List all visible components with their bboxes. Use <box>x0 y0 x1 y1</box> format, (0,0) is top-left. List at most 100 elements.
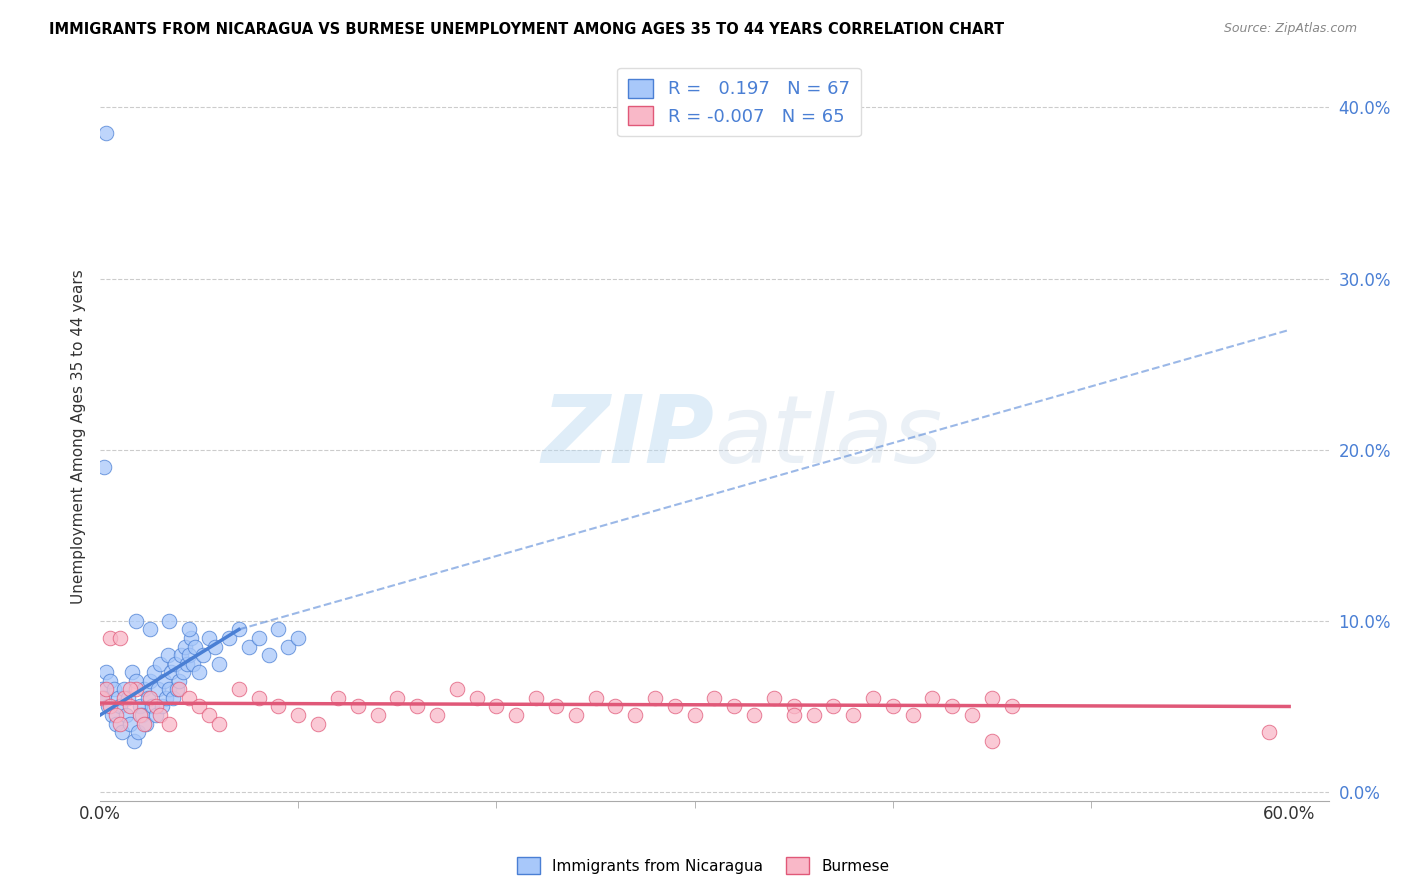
Point <box>115 708 138 723</box>
Point <box>267 623 290 637</box>
Text: ZIP: ZIP <box>541 391 714 483</box>
Point <box>132 716 155 731</box>
Point <box>228 682 250 697</box>
Point <box>101 708 124 723</box>
Point <box>257 648 280 662</box>
Point <box>103 682 125 697</box>
Point <box>172 665 194 680</box>
Point <box>138 690 160 705</box>
Point <box>387 690 409 705</box>
Point <box>156 648 179 662</box>
Point <box>184 640 207 654</box>
Point <box>188 699 211 714</box>
Point <box>138 623 160 637</box>
Point <box>148 657 170 671</box>
Point <box>117 690 139 705</box>
Point <box>980 733 1002 747</box>
Point <box>170 648 193 662</box>
Point <box>94 682 117 697</box>
Text: Source: ZipAtlas.com: Source: ZipAtlas.com <box>1223 22 1357 36</box>
Point <box>980 690 1002 705</box>
Point <box>524 690 547 705</box>
Text: atlas: atlas <box>714 392 942 483</box>
Point <box>179 690 201 705</box>
Point <box>426 708 449 723</box>
Point <box>98 631 121 645</box>
Point <box>125 673 148 688</box>
Point <box>108 699 131 714</box>
Point <box>128 708 150 723</box>
Point <box>188 665 211 680</box>
Point <box>132 682 155 697</box>
Point <box>150 699 173 714</box>
Point <box>465 690 488 705</box>
Point <box>703 690 725 705</box>
Point <box>287 708 309 723</box>
Point <box>823 699 845 714</box>
Point <box>152 673 174 688</box>
Point <box>94 126 117 140</box>
Point <box>174 640 197 654</box>
Point <box>762 690 785 705</box>
Point <box>346 699 368 714</box>
Point <box>111 725 134 739</box>
Point <box>98 673 121 688</box>
Point <box>108 631 131 645</box>
Point <box>160 665 183 680</box>
Point <box>141 699 163 714</box>
Point <box>901 708 924 723</box>
Point <box>1258 725 1281 739</box>
Point <box>112 682 135 697</box>
Point <box>1001 699 1024 714</box>
Point <box>247 690 270 705</box>
Point <box>125 614 148 628</box>
Point <box>169 673 191 688</box>
Point <box>118 716 141 731</box>
Point <box>131 708 153 723</box>
Point <box>181 657 204 671</box>
Point <box>146 682 169 697</box>
Point <box>122 733 145 747</box>
Legend: R =   0.197   N = 67, R = -0.007   N = 65: R = 0.197 N = 67, R = -0.007 N = 65 <box>617 68 860 136</box>
Point <box>683 708 706 723</box>
Point <box>238 640 260 654</box>
Point <box>960 708 983 723</box>
Point <box>882 699 904 714</box>
Point <box>193 648 215 662</box>
Point <box>228 623 250 637</box>
Point <box>218 631 240 645</box>
Point <box>155 690 177 705</box>
Point <box>842 708 865 723</box>
Point <box>544 699 567 714</box>
Point <box>145 699 167 714</box>
Point <box>91 682 114 697</box>
Point <box>108 716 131 731</box>
Point <box>94 665 117 680</box>
Point <box>723 699 745 714</box>
Point <box>107 690 129 705</box>
Point <box>247 631 270 645</box>
Point <box>921 690 943 705</box>
Point <box>98 699 121 714</box>
Point <box>564 708 586 723</box>
Point <box>803 708 825 723</box>
Point <box>165 657 187 671</box>
Point <box>179 648 201 662</box>
Point <box>159 682 181 697</box>
Point <box>505 708 527 723</box>
Point <box>148 708 170 723</box>
Point <box>624 708 647 723</box>
Point <box>585 690 607 705</box>
Y-axis label: Unemployment Among Ages 35 to 44 years: Unemployment Among Ages 35 to 44 years <box>72 269 86 604</box>
Point <box>97 699 120 714</box>
Point <box>112 690 135 705</box>
Point <box>91 690 114 705</box>
Text: IMMIGRANTS FROM NICARAGUA VS BURMESE UNEMPLOYMENT AMONG AGES 35 TO 44 YEARS CORR: IMMIGRANTS FROM NICARAGUA VS BURMESE UNE… <box>49 22 1004 37</box>
Point <box>644 690 666 705</box>
Point <box>267 699 290 714</box>
Point <box>664 699 686 714</box>
Point <box>179 623 201 637</box>
Point <box>93 459 115 474</box>
Point <box>118 699 141 714</box>
Point <box>166 682 188 697</box>
